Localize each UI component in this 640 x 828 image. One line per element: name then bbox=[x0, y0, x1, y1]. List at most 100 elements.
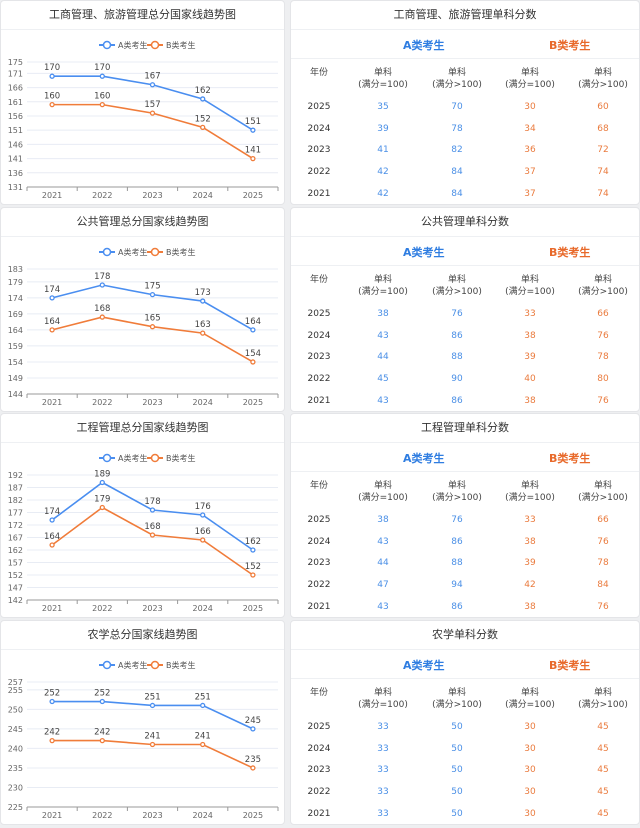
section-row: 农学总分国家线趋势图 A类考生 B类考生 225 230 235 240 245 250 255 2… bbox=[0, 620, 640, 825]
col-header-line2: (满分>100) bbox=[578, 493, 628, 503]
data-point[interactable] bbox=[250, 155, 256, 162]
data-point[interactable] bbox=[49, 73, 55, 79]
line-chart: A类考生 B类考生 131 136 141 146 151 156 161 166 171 175 20… bbox=[8, 40, 279, 200]
data-point[interactable] bbox=[99, 479, 105, 486]
data-point[interactable] bbox=[200, 124, 206, 130]
data-point[interactable] bbox=[200, 702, 206, 709]
score-cell: 38 bbox=[524, 601, 536, 612]
data-point[interactable] bbox=[250, 726, 256, 732]
x-tick-label: 2023 bbox=[142, 604, 162, 613]
data-point[interactable] bbox=[99, 504, 105, 511]
y-tick-label: 167 bbox=[8, 534, 23, 543]
data-label: 178 bbox=[144, 497, 160, 507]
group-a-label: A类考生 bbox=[403, 659, 445, 672]
col-header-year: 年份 bbox=[309, 68, 328, 78]
data-point[interactable] bbox=[250, 327, 256, 333]
score-cell: 41 bbox=[377, 145, 389, 156]
legend-label: A类考生 bbox=[118, 453, 147, 463]
score-cell: 76 bbox=[597, 330, 609, 341]
data-point[interactable] bbox=[149, 507, 156, 513]
group-a-label: A类考生 bbox=[403, 39, 445, 52]
legend-item-b[interactable]: B类考生 bbox=[147, 40, 196, 50]
data-point[interactable] bbox=[200, 512, 206, 518]
data-point[interactable] bbox=[49, 517, 55, 523]
data-point[interactable] bbox=[149, 82, 156, 88]
data-point[interactable] bbox=[99, 737, 105, 744]
data-point[interactable] bbox=[49, 737, 55, 744]
data-point[interactable] bbox=[149, 110, 156, 116]
data-point[interactable] bbox=[49, 698, 55, 705]
legend-item-b[interactable]: B类考生 bbox=[147, 247, 196, 257]
score-cell: 38 bbox=[377, 309, 389, 319]
score-cell: 39 bbox=[377, 123, 389, 134]
data-point[interactable] bbox=[49, 101, 55, 108]
data-label: 165 bbox=[144, 314, 160, 324]
data-point[interactable] bbox=[250, 547, 256, 553]
col-header: 单科 (满分=100) bbox=[495, 687, 565, 711]
col-header: 单科 (满分>100) bbox=[568, 687, 638, 711]
col-header-line2: (满分>100) bbox=[432, 80, 482, 90]
x-tick-label: 2021 bbox=[42, 398, 62, 407]
data-label: 176 bbox=[195, 502, 211, 512]
col-header-line1: 单科 bbox=[373, 688, 392, 698]
table-title: 农学单科分数 bbox=[291, 621, 639, 650]
y-tick-label: 157 bbox=[8, 559, 23, 568]
data-point[interactable] bbox=[250, 127, 256, 133]
data-point[interactable] bbox=[200, 741, 206, 748]
score-cell: 84 bbox=[451, 188, 463, 199]
chart-title: 工商管理、旅游管理总分国家线趋势图 bbox=[1, 1, 284, 30]
col-header-line2: (满分=100) bbox=[358, 700, 408, 710]
data-point[interactable] bbox=[49, 327, 55, 333]
data-point[interactable] bbox=[200, 96, 206, 102]
data-point[interactable] bbox=[250, 572, 256, 578]
legend-item-a[interactable]: A类考生 bbox=[99, 453, 147, 463]
data-point[interactable] bbox=[99, 73, 105, 79]
data-point[interactable] bbox=[149, 702, 156, 709]
data-point[interactable] bbox=[99, 282, 105, 288]
series-b: 164 168 165 163 154 bbox=[44, 304, 261, 365]
data-point[interactable] bbox=[149, 532, 156, 538]
data-label: 242 bbox=[44, 728, 60, 738]
data-point[interactable] bbox=[250, 359, 256, 365]
data-label: 170 bbox=[94, 63, 110, 73]
y-tick-label: 171 bbox=[8, 69, 23, 78]
data-point[interactable] bbox=[250, 765, 256, 771]
x-tick-label: 2022 bbox=[92, 604, 112, 613]
col-header-line2: (满分=100) bbox=[358, 287, 408, 297]
year-cell: 2021 bbox=[307, 395, 331, 406]
table-title: 工商管理、旅游管理单科分数 bbox=[291, 1, 639, 30]
legend-item-a[interactable]: A类考生 bbox=[99, 660, 147, 670]
data-point[interactable] bbox=[149, 741, 156, 748]
data-point[interactable] bbox=[49, 542, 55, 548]
data-point[interactable] bbox=[149, 324, 156, 330]
data-label: 178 bbox=[94, 272, 110, 282]
score-cell: 33 bbox=[524, 309, 536, 319]
score-cell: 40 bbox=[524, 374, 536, 385]
legend-item-a[interactable]: A类考生 bbox=[99, 40, 147, 50]
data-point[interactable] bbox=[149, 291, 156, 298]
score-cell: 45 bbox=[597, 765, 609, 776]
legend-item-b[interactable]: B类考生 bbox=[147, 660, 196, 670]
data-point[interactable] bbox=[49, 295, 55, 301]
data-label: 164 bbox=[44, 317, 60, 327]
score-cell: 88 bbox=[451, 352, 463, 363]
y-tick-label: 151 bbox=[8, 126, 23, 135]
data-label: 242 bbox=[94, 728, 110, 738]
score-cell: 76 bbox=[451, 309, 463, 319]
year-cell: 2025 bbox=[307, 102, 331, 112]
data-point[interactable] bbox=[200, 298, 206, 304]
y-tick-label: 159 bbox=[8, 342, 23, 351]
data-point[interactable] bbox=[200, 537, 206, 543]
data-point[interactable] bbox=[99, 314, 105, 320]
y-tick-label: 240 bbox=[8, 744, 23, 753]
data-point[interactable] bbox=[200, 330, 206, 336]
data-point[interactable] bbox=[99, 698, 105, 705]
score-cell: 33 bbox=[377, 787, 389, 798]
data-point[interactable] bbox=[99, 101, 105, 108]
year-cell: 2021 bbox=[307, 601, 331, 612]
legend-item-a[interactable]: A类考生 bbox=[99, 247, 147, 257]
y-tick-label: 175 bbox=[8, 58, 23, 67]
col-header-line1: 单科 bbox=[447, 275, 466, 285]
legend-item-b[interactable]: B类考生 bbox=[147, 453, 196, 463]
